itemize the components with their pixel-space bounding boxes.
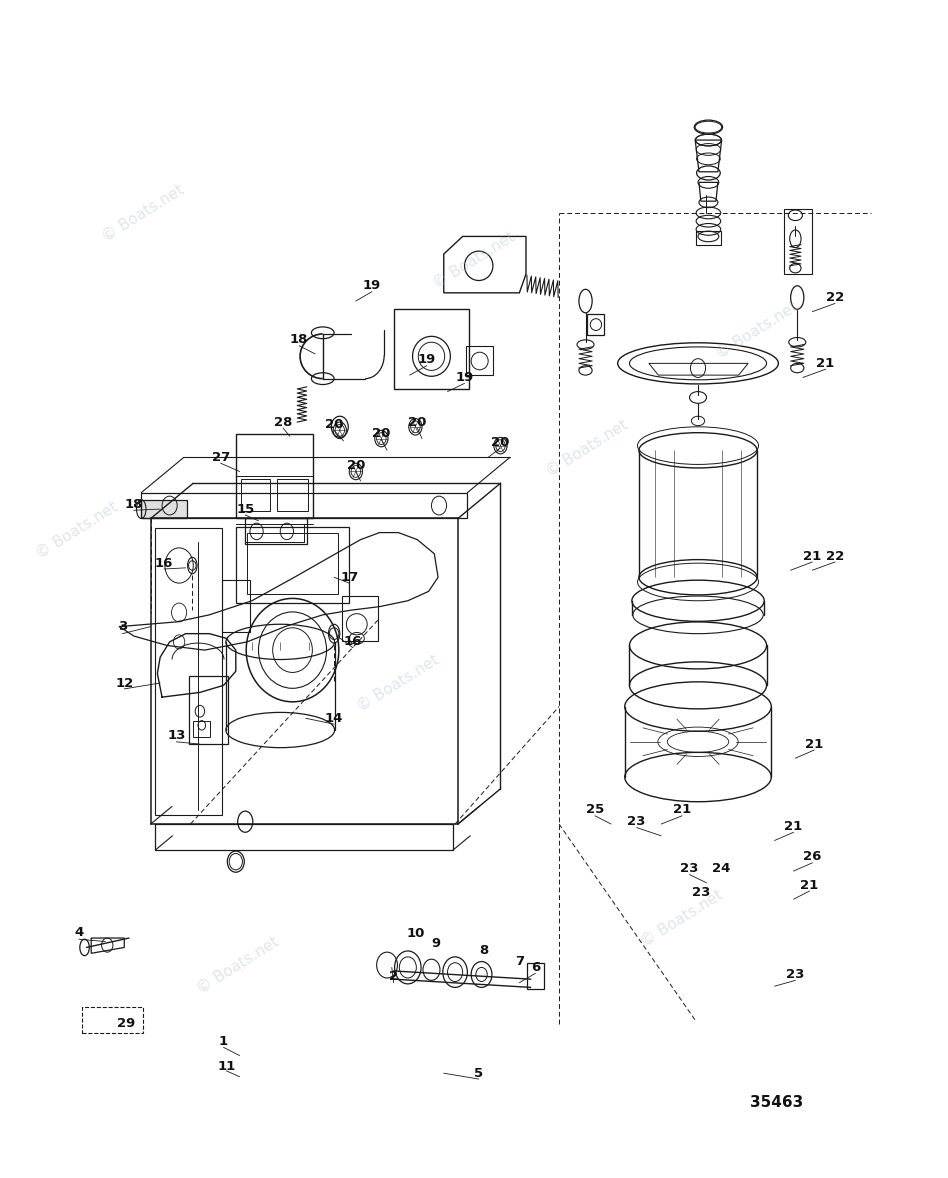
Text: 26: 26 xyxy=(803,851,822,863)
Text: 19: 19 xyxy=(363,279,381,292)
Text: 7: 7 xyxy=(515,955,524,968)
Text: 35463: 35463 xyxy=(750,1096,803,1110)
Text: 18: 18 xyxy=(124,498,143,511)
Bar xyxy=(696,231,720,245)
Text: 22: 22 xyxy=(826,291,845,304)
Text: 21: 21 xyxy=(816,357,835,370)
Text: 15: 15 xyxy=(236,503,254,516)
Text: 23: 23 xyxy=(692,886,710,899)
Text: 14: 14 xyxy=(325,712,343,724)
Text: 1: 1 xyxy=(219,1035,228,1048)
Text: 29: 29 xyxy=(117,1018,136,1031)
Text: 19: 19 xyxy=(455,371,474,384)
Bar xyxy=(193,721,210,737)
Text: 21: 21 xyxy=(800,879,819,892)
Bar xyxy=(527,962,544,988)
Bar xyxy=(247,532,337,594)
Text: 28: 28 xyxy=(274,416,292,429)
Text: 16: 16 xyxy=(155,557,173,570)
Text: 23: 23 xyxy=(681,862,699,875)
Bar xyxy=(341,596,377,641)
Text: 25: 25 xyxy=(586,803,604,816)
Bar xyxy=(155,528,222,815)
Text: © Boats.net: © Boats.net xyxy=(714,299,801,362)
Text: 2: 2 xyxy=(389,971,398,984)
Bar xyxy=(246,518,307,544)
Text: 20: 20 xyxy=(491,436,510,449)
Text: 20: 20 xyxy=(347,459,365,472)
Text: 5: 5 xyxy=(474,1067,483,1080)
Text: 21: 21 xyxy=(805,737,824,750)
Text: 12: 12 xyxy=(115,676,134,689)
Bar xyxy=(466,345,493,375)
Text: © Boats.net: © Boats.net xyxy=(638,887,725,949)
Bar xyxy=(222,580,250,633)
Text: 11: 11 xyxy=(217,1060,235,1073)
Bar xyxy=(236,434,313,518)
Text: 17: 17 xyxy=(340,571,358,584)
Bar xyxy=(784,210,812,274)
Bar xyxy=(82,1007,143,1033)
Text: 20: 20 xyxy=(373,428,391,441)
Text: © Boats.net: © Boats.net xyxy=(33,499,120,562)
Text: 20: 20 xyxy=(408,416,427,429)
Bar xyxy=(236,527,349,603)
Text: 9: 9 xyxy=(431,938,441,951)
Text: 21: 21 xyxy=(784,820,803,833)
Bar xyxy=(278,478,308,511)
Text: © Boats.net: © Boats.net xyxy=(430,229,518,291)
Bar xyxy=(189,676,228,744)
Text: © Boats.net: © Boats.net xyxy=(544,417,631,479)
Bar xyxy=(393,310,469,389)
Text: 20: 20 xyxy=(325,418,343,431)
Text: 18: 18 xyxy=(290,333,308,346)
Bar xyxy=(141,492,467,518)
Text: © Boats.net: © Boats.net xyxy=(355,651,442,714)
Bar xyxy=(155,825,453,849)
Bar xyxy=(588,315,605,336)
Text: 8: 8 xyxy=(479,945,488,958)
Text: © Boats.net: © Boats.net xyxy=(100,181,187,244)
Text: 3: 3 xyxy=(118,620,127,633)
Text: 24: 24 xyxy=(713,862,731,875)
Bar xyxy=(141,499,187,518)
Text: 21: 21 xyxy=(803,550,822,563)
Text: 10: 10 xyxy=(406,927,425,940)
Text: © Boats.net: © Boats.net xyxy=(194,934,282,997)
Text: 6: 6 xyxy=(531,961,540,974)
Text: 4: 4 xyxy=(74,926,83,939)
Text: 23: 23 xyxy=(628,815,646,828)
Text: 23: 23 xyxy=(786,968,805,981)
Text: 21: 21 xyxy=(673,803,691,816)
Text: 27: 27 xyxy=(211,451,229,464)
Text: 13: 13 xyxy=(167,729,186,742)
Text: 16: 16 xyxy=(344,635,362,648)
Text: 22: 22 xyxy=(826,550,845,563)
Text: 19: 19 xyxy=(418,353,436,366)
Bar xyxy=(242,478,270,511)
